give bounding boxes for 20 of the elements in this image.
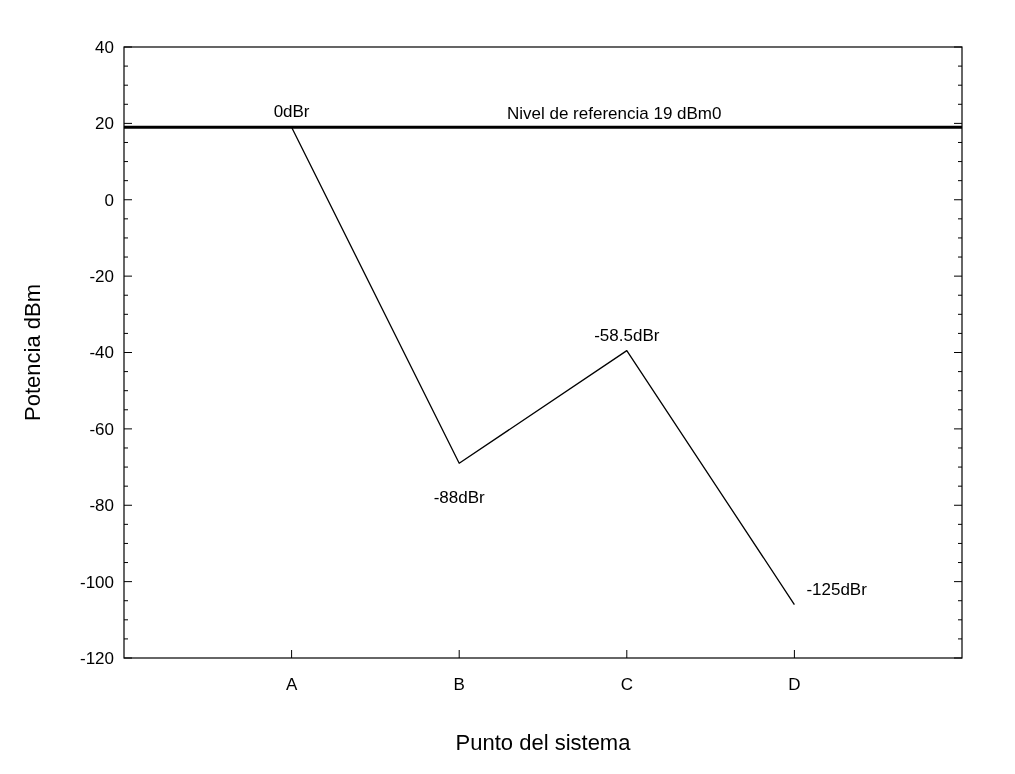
ref-line-label: Nivel de referencia 19 dBm0 [506,104,722,124]
annotation: -88dBr [433,488,486,508]
annotation: 0dBr [273,102,310,122]
annotation: -125dBr [806,579,868,599]
x-tick-label: B [453,675,465,694]
y-tick-label: -100 [79,572,114,592]
y-tick-label: 0 [104,190,114,210]
y-tick-label: -120 [79,648,114,668]
y-axis-title: Potencia dBm [20,284,45,421]
y-tick-label: 20 [95,114,114,134]
y-tick-label: -40 [89,343,114,363]
x-tick-label: C [620,675,633,694]
y-tick-label: -20 [89,267,114,287]
y-tick-label: 40 [95,37,114,57]
x-axis-title: Punto del sistema [455,730,632,755]
annotation: -58.5dBr [594,325,660,345]
y-tick-label: -60 [89,419,114,439]
x-tick-label: A [285,675,298,694]
y-tick-label: -80 [89,496,114,516]
x-tick-label: D [788,675,801,694]
